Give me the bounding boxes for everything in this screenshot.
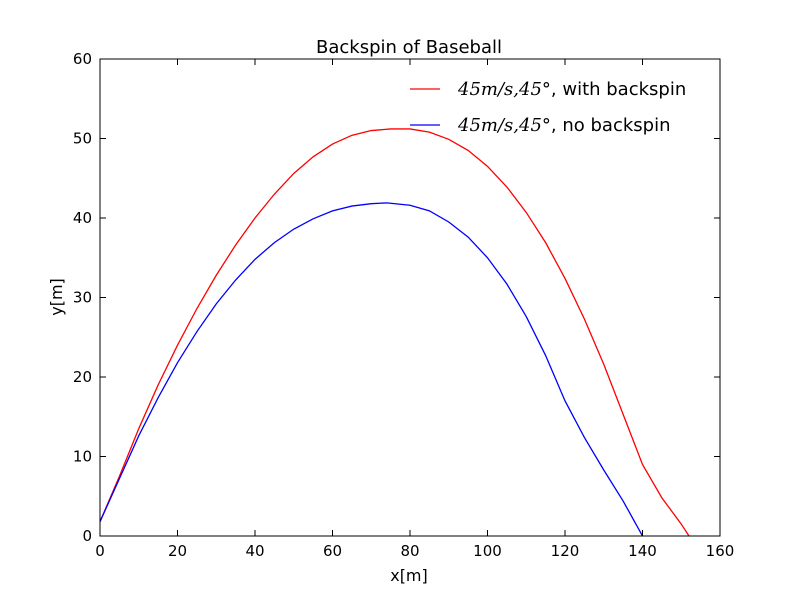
legend-entry-1: 45m/s,45°, with backspin (457, 79, 686, 100)
x-tick-label: 20 (168, 542, 187, 560)
legend-entry-2: 45m/s,45°, no backspin (457, 115, 670, 136)
y-tick-label: 20 (73, 368, 92, 386)
y-tick-label: 60 (73, 50, 92, 68)
x-axis-label: x[m] (390, 566, 428, 585)
x-tick-label: 100 (473, 542, 502, 560)
plot-area (100, 128, 690, 536)
x-tick-label: 80 (400, 542, 419, 560)
x-tick-label: 140 (628, 542, 657, 560)
y-tick-label: 30 (73, 289, 92, 307)
x-tick-label: 0 (95, 542, 105, 560)
axes: 0 20 40 60 80 100 120 140 160 0 10 20 30 40 50 60 (73, 50, 734, 560)
legend: 45m/s,45°, with backspin 45m/s,45°, no ba… (410, 79, 686, 136)
y-tick-label: 0 (82, 527, 92, 545)
y-tick-label: 50 (73, 130, 92, 148)
x-tick-label: 60 (323, 542, 342, 560)
y-tick-label: 40 (73, 209, 92, 227)
x-tick-label: 40 (245, 542, 264, 560)
x-tick-label: 120 (551, 542, 580, 560)
y-axis-label: y[m] (47, 278, 66, 316)
y-tick-label: 10 (73, 448, 92, 466)
series-line-2 (100, 202, 644, 536)
x-tick-label: 160 (706, 542, 735, 560)
series-line-1 (100, 128, 690, 536)
chart-title: Backspin of Baseball (316, 37, 502, 58)
